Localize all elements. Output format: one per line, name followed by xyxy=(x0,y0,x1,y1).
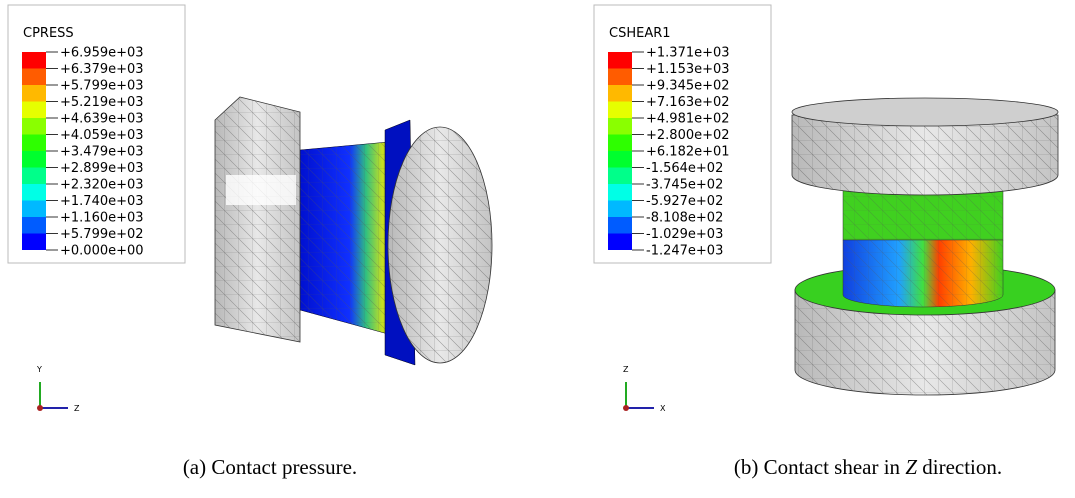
legend-swatch xyxy=(22,52,46,69)
triad-origin xyxy=(37,405,43,411)
highlight xyxy=(226,175,296,205)
legend-swatch xyxy=(608,200,632,217)
legend-label: -1.247e+03 xyxy=(646,244,723,259)
model-a xyxy=(214,96,493,366)
legend-label: +1.371e+03 xyxy=(646,46,730,61)
caption-label: (b) xyxy=(734,455,759,479)
legend-label: +1.740e+03 xyxy=(60,194,144,209)
legend-swatch xyxy=(608,68,632,85)
legend-label: -1.029e+03 xyxy=(646,227,723,242)
legend-swatch xyxy=(22,134,46,151)
model-b xyxy=(791,97,1059,396)
caption-emph: Z xyxy=(905,455,917,479)
legend-title: CSHEAR1 xyxy=(609,26,671,41)
legend-swatch xyxy=(608,184,632,201)
legend-label: +5.799e+03 xyxy=(60,79,144,94)
legend-swatch xyxy=(22,68,46,85)
legend-swatch xyxy=(22,101,46,118)
caption-text: direction. xyxy=(922,455,1002,479)
triad-label: X xyxy=(660,404,666,413)
triad-label: Z xyxy=(74,404,80,413)
legend-label: +6.182e+01 xyxy=(646,145,730,160)
legend-label: +4.639e+03 xyxy=(60,112,144,127)
legend-swatch xyxy=(608,85,632,102)
caption-text: Contact pressure. xyxy=(211,455,357,479)
legend-swatch xyxy=(608,233,632,250)
legend-swatch xyxy=(608,151,632,168)
legend-label: +5.219e+03 xyxy=(60,95,144,110)
caption-label: (a) xyxy=(183,455,206,479)
legend: CPRESS +6.959e+03+6.379e+03 +5.799e+03+5.2… xyxy=(22,26,144,259)
legend-label: -8.108e+02 xyxy=(646,211,723,226)
legend-label: +0.000e+00 xyxy=(60,244,144,259)
top-disk-mesh xyxy=(792,115,1058,195)
legend-swatch xyxy=(22,184,46,201)
legend-swatch xyxy=(608,118,632,135)
legend-label: +6.959e+03 xyxy=(60,46,144,61)
triad-origin xyxy=(623,405,629,411)
legend-swatch xyxy=(22,167,46,184)
legend: CSHEAR1 +1.371e+03+1.153e+03 +9.345e+02+7.… xyxy=(608,26,730,259)
legend-swatch xyxy=(608,134,632,151)
legend-swatch xyxy=(22,233,46,250)
legend-label: +2.800e+02 xyxy=(646,128,730,143)
legend-label: -5.927e+02 xyxy=(646,194,723,209)
legend-label: +2.320e+03 xyxy=(60,178,144,193)
triad-label: Z xyxy=(623,365,629,374)
disk-mesh xyxy=(215,97,300,342)
legend-swatch xyxy=(608,167,632,184)
triad: Y Z Z X xyxy=(36,365,666,413)
legend-swatch xyxy=(22,118,46,135)
legend-title: CPRESS xyxy=(23,26,74,41)
caption: (b) Contact shear in Z direction. xyxy=(734,455,1002,479)
legend-swatch xyxy=(22,151,46,168)
legend-label: +6.379e+03 xyxy=(60,62,144,77)
legend-label: +2.899e+03 xyxy=(60,161,144,176)
legend-swatch xyxy=(22,200,46,217)
legend-label: +5.799e+02 xyxy=(60,227,144,242)
hub-mesh xyxy=(843,190,1003,307)
legend-swatch xyxy=(608,101,632,118)
legend-swatch xyxy=(608,52,632,69)
legend-label: +9.345e+02 xyxy=(646,79,730,94)
hub-mesh xyxy=(300,140,410,340)
disk-face-mesh xyxy=(388,127,492,363)
legend-swatch xyxy=(22,217,46,234)
legend-swatch xyxy=(608,217,632,234)
legend-label: +4.981e+02 xyxy=(646,112,730,127)
triad-label: Y xyxy=(36,365,42,374)
legend-label: -3.745e+02 xyxy=(646,178,723,193)
caption: (a) Contact pressure. xyxy=(183,455,357,479)
legend-label: +7.163e+02 xyxy=(646,95,730,110)
bottom-disk-mesh xyxy=(795,290,1055,395)
legend-label: +3.479e+03 xyxy=(60,145,144,160)
legend-swatch xyxy=(22,85,46,102)
legend-label: +1.160e+03 xyxy=(60,211,144,226)
caption-text: Contact shear in xyxy=(764,455,901,479)
legend-label: -1.564e+02 xyxy=(646,161,723,176)
legend-label: +1.153e+03 xyxy=(646,62,730,77)
legend-label: +4.059e+03 xyxy=(60,128,144,143)
top-disk-face xyxy=(791,97,1059,127)
